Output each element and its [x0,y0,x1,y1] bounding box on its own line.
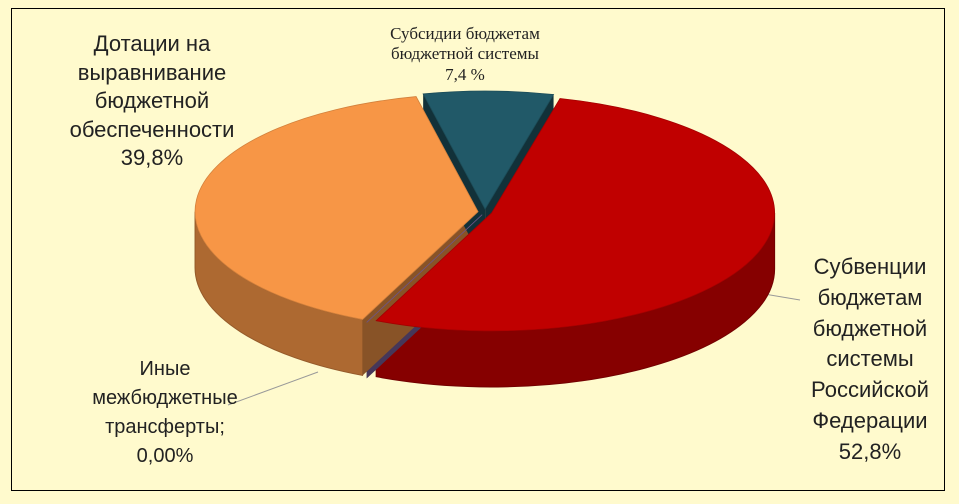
value-label: 7,4 % [445,64,485,84]
category-label: Субвенции бюджетам бюджетной системы Рос… [811,254,929,433]
pie-slice [366,214,483,323]
slice-label: Субсидии бюджетам бюджетной системы 7,4 … [385,24,545,85]
slice-label: Иные межбюджетные трансферты; 0,00% [85,355,245,471]
value-label: 52,8% [838,438,902,464]
pie-slice [422,90,555,210]
category-label: Субсидии бюджетам бюджетной системы [390,24,540,64]
value-label: 0,00% [136,445,194,467]
pie-slice [194,96,479,320]
pie-slice [375,98,776,332]
category-label: Дотации на выравнивание бюджетной обеспе… [69,31,235,142]
leader-line [227,371,319,406]
pie-tops [194,90,776,332]
category-label: Иные межбюджетные трансферты; [92,358,238,438]
slice-label: Дотации на выравнивание бюджетной обеспе… [52,30,252,173]
chart-border [11,8,945,491]
slice-label: Субвенции бюджетам бюджетной системы Рос… [790,252,950,468]
value-label: 39,8% [120,145,184,171]
